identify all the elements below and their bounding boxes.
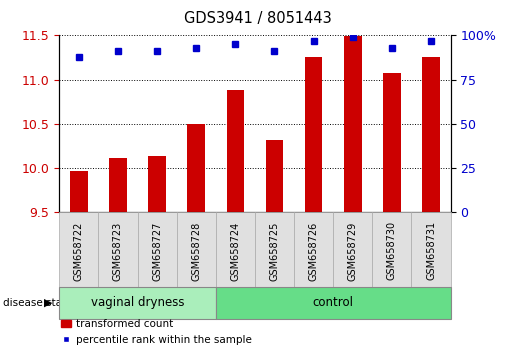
Text: GSM658724: GSM658724	[230, 221, 241, 281]
Text: GSM658725: GSM658725	[269, 221, 280, 281]
Bar	[305, 57, 322, 212]
Bar	[422, 57, 440, 212]
Bar	[187, 124, 205, 212]
Text: GSM658722: GSM658722	[74, 221, 84, 281]
Bar	[109, 158, 127, 212]
Text: GSM658728: GSM658728	[191, 221, 201, 281]
Text: GDS3941 / 8051443: GDS3941 / 8051443	[184, 11, 331, 25]
Bar	[148, 156, 166, 212]
Text: GSM658730: GSM658730	[387, 221, 397, 280]
Text: GSM658726: GSM658726	[308, 221, 319, 281]
Text: disease state: disease state	[3, 298, 72, 308]
Bar	[344, 36, 362, 212]
Text: ▶: ▶	[44, 298, 52, 308]
Bar	[227, 90, 244, 212]
Text: control: control	[313, 296, 354, 309]
Bar	[70, 171, 88, 212]
Text: GSM658723: GSM658723	[113, 221, 123, 281]
Bar	[383, 73, 401, 212]
Text: GSM658727: GSM658727	[152, 221, 162, 281]
Text: GSM658731: GSM658731	[426, 221, 436, 280]
Text: GSM658729: GSM658729	[348, 221, 358, 281]
Bar	[266, 140, 283, 212]
Text: vaginal dryness: vaginal dryness	[91, 296, 184, 309]
Legend: transformed count, percentile rank within the sample: transformed count, percentile rank withi…	[57, 315, 256, 349]
